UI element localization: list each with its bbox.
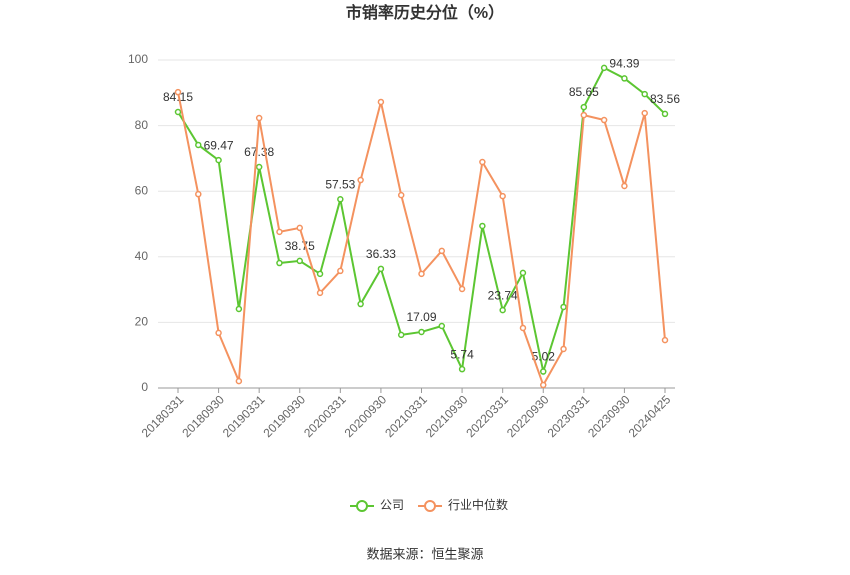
point [479, 222, 486, 230]
series-line [177, 91, 666, 388]
legend-marker [356, 500, 368, 512]
x-tick-label: 20180331 [139, 392, 187, 440]
chart-title: 市销率历史分位（%） [346, 3, 504, 22]
point [560, 345, 567, 353]
data-label: 85.65 [569, 85, 599, 99]
x-tick-label: 20180930 [179, 392, 227, 440]
y-tick-label: 20 [135, 315, 149, 329]
point [316, 289, 324, 297]
point [397, 191, 405, 199]
point [235, 305, 243, 313]
data-label: 5.74 [450, 347, 474, 361]
x-tick-label: 20190331 [220, 392, 268, 440]
data-label: 23.74 [488, 288, 518, 302]
point [276, 259, 283, 267]
x-tick-label: 20210930 [423, 392, 471, 440]
point [276, 228, 283, 236]
point [377, 98, 385, 106]
legend-label: 行业中位数 [448, 497, 508, 512]
point [479, 158, 486, 166]
data-label: 67.38 [244, 145, 274, 159]
point [418, 270, 425, 278]
legend-item: 行业中位数 [418, 497, 508, 512]
point [540, 381, 547, 389]
point [600, 64, 608, 72]
point [560, 303, 567, 311]
y-tick-label: 100 [128, 52, 148, 66]
data-label: 38.75 [285, 239, 315, 253]
data-label: 94.39 [609, 57, 639, 71]
point [580, 111, 588, 119]
point [195, 141, 202, 149]
point [174, 88, 182, 96]
point [499, 192, 506, 200]
point [418, 328, 425, 336]
point [337, 196, 344, 203]
point [397, 331, 405, 339]
point [641, 109, 648, 117]
point [438, 247, 446, 255]
point [255, 114, 263, 122]
x-tick-label: 20230930 [585, 392, 633, 440]
point [357, 176, 364, 184]
point [377, 265, 385, 273]
legend-marker [424, 500, 437, 512]
x-tick-label: 20220331 [463, 392, 511, 440]
legend-item: 公司 [350, 498, 404, 512]
point [337, 267, 344, 275]
source: 数据来源：恒生聚源 [366, 546, 483, 561]
point [174, 108, 182, 116]
point [458, 365, 466, 373]
y-tick-label: 60 [135, 183, 149, 197]
data-label: 5.02 [532, 350, 556, 364]
point [621, 182, 628, 190]
point [235, 377, 243, 385]
point [499, 306, 506, 314]
point [661, 110, 669, 118]
x-tick-label: 20230331 [545, 392, 593, 440]
x-tick-label: 20210331 [382, 392, 430, 440]
point [195, 190, 202, 198]
point [438, 322, 446, 330]
x-tick-label: 20200331 [301, 392, 349, 440]
point [661, 336, 669, 344]
point [641, 90, 648, 98]
point [316, 270, 324, 278]
data-label: 36.33 [366, 247, 396, 261]
point [519, 269, 527, 277]
point [621, 75, 628, 82]
data-label: 69.47 [204, 138, 234, 152]
point [357, 300, 364, 308]
data-label: 83.56 [650, 92, 680, 106]
x-tick-label: 20240425 [626, 392, 674, 440]
point [296, 257, 303, 265]
y-tick-label: 80 [135, 118, 149, 132]
data-label: 17.09 [406, 310, 436, 324]
point [215, 329, 222, 337]
legend-label: 公司 [380, 498, 404, 512]
point [296, 224, 303, 232]
point [600, 116, 608, 124]
x-tick-label: 20200930 [342, 392, 390, 440]
x-tick-label: 20220930 [504, 392, 552, 440]
point [540, 368, 547, 375]
x-tick-label: 20190930 [260, 392, 308, 440]
y-tick-label: 40 [135, 249, 149, 263]
point [215, 156, 222, 164]
point [255, 163, 263, 171]
data-label: 57.53 [325, 177, 355, 191]
point [580, 103, 588, 111]
point [458, 285, 466, 293]
y-tick-label: 0 [141, 380, 148, 394]
point [519, 324, 527, 332]
